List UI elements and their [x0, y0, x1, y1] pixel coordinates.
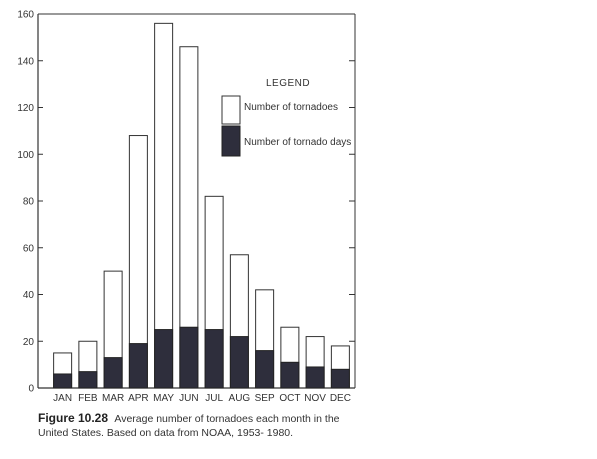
bar-tornado-days: [78, 371, 98, 389]
bar-tornado-days: [204, 329, 224, 389]
bar-tornado-days: [255, 350, 275, 389]
bar-tornado-days: [229, 336, 249, 389]
bar-tornado-days: [128, 343, 148, 389]
x-tick-label: DEC: [330, 393, 351, 404]
y-tick-label: 140: [17, 56, 34, 67]
x-tick-label: JAN: [53, 393, 72, 404]
bar-tornado-days: [103, 357, 123, 389]
y-tick-label: 0: [28, 384, 34, 395]
x-tick-label: AUG: [229, 393, 251, 404]
bar-tornado-days: [154, 329, 174, 389]
y-tick-label: 60: [23, 243, 35, 254]
figure-number: Figure 10.28: [38, 411, 109, 425]
y-tick-label: 80: [23, 197, 35, 208]
bar-tornado-days: [53, 373, 73, 389]
legend-title: LEGEND: [266, 78, 310, 89]
legend-swatch-tornadoes: [221, 95, 241, 125]
x-tick-label: APR: [128, 393, 149, 404]
x-tick-label: FEB: [78, 393, 98, 404]
y-tick-label: 20: [23, 337, 35, 348]
bar-chart: 0 20 40 60 80 100 120 140 160 JAN FEB MAR APR MAY JUN J…: [17, 10, 356, 404]
bar-tornado-days: [305, 366, 325, 389]
caption-text: Average number of tornadoes each month i…: [38, 413, 340, 439]
figure-caption: Figure 10.28 Average number of tornadoes…: [38, 411, 368, 440]
bar-tornado-days: [280, 361, 300, 389]
legend-swatch-tornado-days: [221, 125, 241, 157]
bar-tornado-days: [330, 368, 350, 389]
x-tick-label: MAR: [102, 393, 124, 404]
x-tick-label: JUL: [205, 393, 223, 404]
bar-tornado-days: [179, 326, 199, 389]
y-tick-label: 40: [23, 290, 35, 301]
y-tick-label: 160: [17, 10, 34, 21]
legend-label-tornadoes: Number of tornadoes: [244, 102, 338, 113]
x-tick-label: JUN: [179, 393, 198, 404]
legend-label-tornado-days: Number of tornado days: [244, 137, 351, 148]
x-tick-label: MAY: [153, 393, 174, 404]
x-tick-label: SEP: [255, 393, 275, 404]
x-tick-label: OCT: [279, 393, 300, 404]
y-tick-label: 100: [17, 150, 34, 161]
y-tick-label: 120: [17, 103, 34, 114]
x-tick-label: NOV: [304, 393, 326, 404]
